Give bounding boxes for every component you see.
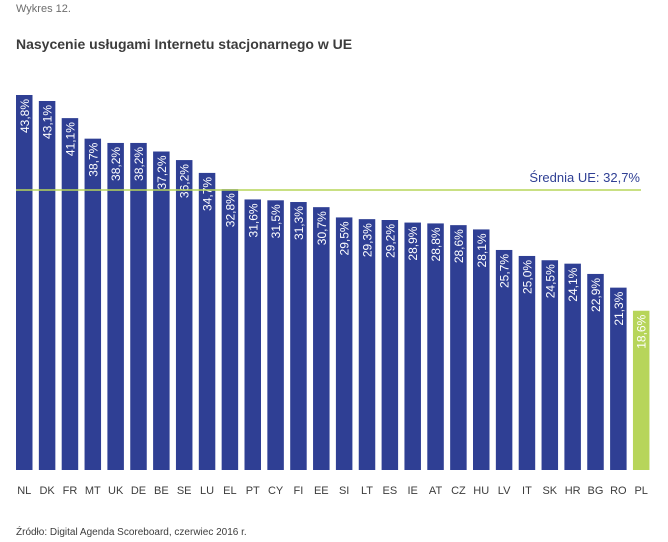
category-label-mt: MT [85, 485, 101, 497]
bar-be [153, 151, 170, 470]
bar-hu [473, 229, 490, 470]
bar-dk [38, 100, 56, 471]
category-label-it: IT [522, 485, 532, 497]
data-label-es: 29,2% [383, 224, 397, 258]
data-label-fr: 41,1% [63, 122, 77, 156]
data-label-pt: 31,6% [246, 203, 260, 237]
category-label-si: SI [339, 485, 349, 497]
category-label-fi: FI [294, 485, 304, 497]
category-label-nl: NL [17, 485, 31, 497]
data-label-be: 37,2% [155, 155, 169, 189]
category-label-lv: LV [498, 485, 511, 497]
bar-lu [198, 172, 216, 470]
bar-sk [541, 260, 559, 470]
data-label-de: 38,2% [132, 147, 146, 181]
data-label-cz: 28,6% [452, 229, 466, 263]
category-label-cy: CY [268, 485, 284, 497]
bar-de [130, 142, 147, 470]
bar-cz [450, 225, 467, 470]
bar-pt [244, 199, 261, 470]
data-label-dk: 43,1% [41, 105, 55, 139]
category-label-pt: PT [246, 485, 260, 497]
data-label-uk: 38,2% [109, 147, 123, 181]
category-label-ee: EE [314, 485, 329, 497]
bar-pl [632, 310, 650, 470]
data-label-ro: 21,3% [612, 291, 626, 325]
category-label-bg: BG [588, 485, 604, 497]
data-label-se: 36,2% [178, 164, 192, 198]
category-label-el: EL [223, 485, 236, 497]
bar-ro [610, 287, 627, 470]
data-label-pl: 18,6% [635, 314, 649, 348]
data-label-hu: 28,1% [475, 233, 489, 267]
data-label-lu: 34,7% [201, 177, 215, 211]
bar-fi [290, 202, 307, 470]
data-label-bg: 22,9% [589, 278, 603, 312]
data-label-lv: 25,7% [498, 254, 512, 288]
bar-si [335, 217, 353, 470]
category-label-dk: DK [39, 485, 55, 497]
bar-ee [313, 207, 330, 470]
data-label-sk: 24,5% [543, 264, 557, 298]
data-label-at: 28,8% [429, 227, 443, 261]
category-label-hr: HR [565, 485, 581, 497]
category-label-es: ES [383, 485, 398, 497]
category-label-de: DE [131, 485, 146, 497]
data-label-ie: 28,9% [406, 226, 420, 260]
data-label-fi: 31,3% [292, 206, 306, 240]
data-label-lt: 29,3% [361, 223, 375, 257]
chart-title: Nasycenie usługami Internetu stacjonarne… [16, 36, 353, 52]
category-label-sk: SK [542, 485, 557, 497]
bar-hr [564, 263, 581, 470]
category-label-cz: CZ [451, 485, 466, 497]
source-note: Źródło: Digital Agenda Scoreboard, czerw… [16, 527, 247, 538]
data-label-hr: 24,1% [566, 267, 580, 301]
bar-ie [404, 222, 421, 470]
bar-nl [16, 95, 33, 470]
category-label-fr: FR [63, 485, 78, 497]
bar-uk [107, 142, 124, 470]
bar-el [221, 189, 239, 470]
bar-at [427, 223, 444, 470]
category-label-uk: UK [108, 485, 124, 497]
average-line-label: Średnia UE: 32,7% [529, 170, 640, 185]
bar-it [518, 255, 536, 470]
bar-lt [358, 219, 376, 470]
bar-fr [61, 118, 79, 471]
data-label-it: 25,0% [520, 260, 534, 294]
data-label-el: 32,8% [223, 193, 237, 227]
category-label-lt: LT [361, 485, 373, 497]
bar-bg [587, 273, 604, 470]
data-label-mt: 38,7% [86, 142, 100, 176]
bar-mt [84, 138, 102, 470]
category-label-at: AT [429, 485, 443, 497]
bar-cy [267, 200, 284, 470]
data-label-cy: 31,5% [269, 204, 283, 238]
chart-kicker: Wykres 12. [16, 3, 71, 15]
category-label-ie: IE [407, 485, 417, 497]
category-label-lu: LU [200, 485, 214, 497]
data-label-nl: 43,8% [18, 99, 32, 133]
category-label-ro: RO [610, 485, 627, 497]
category-label-pl: PL [634, 485, 647, 497]
category-label-be: BE [154, 485, 169, 497]
category-label-se: SE [177, 485, 192, 497]
bar-se [175, 160, 193, 470]
data-label-ee: 30,7% [315, 211, 329, 245]
data-label-si: 29,5% [338, 221, 352, 255]
category-label-hu: HU [473, 485, 489, 497]
bar-es [381, 220, 399, 470]
bar-lv [495, 249, 513, 470]
